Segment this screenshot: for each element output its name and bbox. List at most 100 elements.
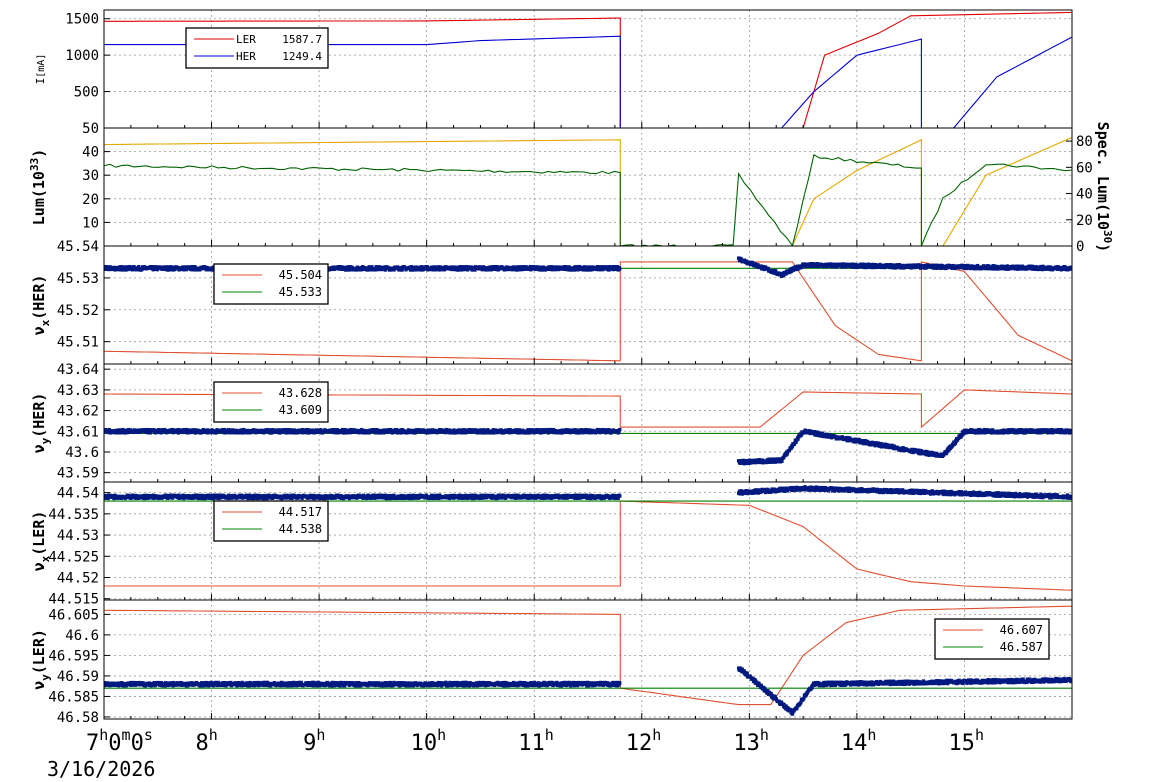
measured-point [184, 431, 188, 435]
measured-point [574, 265, 579, 269]
measured-point [578, 431, 582, 435]
measured-point [756, 263, 760, 267]
measured-point [803, 428, 807, 432]
y-axis-label: Lum(1033) [28, 149, 48, 225]
measured-point [744, 259, 749, 263]
y-tick-label: 1500 [65, 12, 99, 28]
y-tick-label: 20 [82, 192, 99, 208]
measured-point [974, 431, 978, 435]
measured-point [780, 459, 784, 463]
measured-point [1039, 264, 1043, 269]
measured-point [142, 496, 146, 501]
measured-point [210, 266, 214, 270]
measured-point [809, 262, 813, 266]
legend-value: 43.628 [279, 386, 322, 400]
measured-point [222, 427, 226, 432]
plot-area [104, 136, 1072, 246]
measured-point [242, 427, 246, 432]
measured-point [306, 428, 310, 432]
measured-point [191, 496, 195, 500]
measured-point [338, 267, 342, 271]
measured-point [473, 268, 477, 272]
measured-point [1058, 431, 1063, 435]
measured-point [113, 493, 117, 497]
measured-point [438, 268, 442, 272]
measured-point [489, 268, 493, 272]
legend-value: 43.609 [279, 403, 322, 417]
measured-point [269, 494, 274, 498]
measured-point [857, 438, 861, 442]
measured-point [563, 267, 567, 271]
measured-point [289, 428, 293, 432]
measured-point [879, 445, 883, 449]
measured-point [271, 496, 275, 500]
panel-frame [103, 127, 1073, 247]
measured-point [901, 446, 905, 450]
measured-point [539, 431, 543, 435]
measured-point [399, 266, 403, 270]
measured-point [851, 262, 855, 266]
measured-point [615, 265, 619, 269]
measured-point [605, 265, 609, 269]
measured-point [278, 431, 282, 435]
measured-point [226, 428, 231, 432]
measured-point [611, 268, 615, 272]
y-tick-label: 30 [82, 168, 99, 184]
measured-point [410, 265, 414, 269]
measured-point [461, 431, 466, 435]
measured-point [317, 494, 321, 498]
legend-label: HER [236, 50, 256, 63]
y2-tick-label: 40 [1076, 187, 1093, 203]
measured-point [432, 268, 436, 272]
y-tick-label: 43.61 [57, 424, 99, 440]
measured-point [182, 497, 186, 501]
measured-point [392, 268, 396, 272]
measured-point [573, 268, 577, 272]
measured-point [861, 438, 866, 443]
series-line-0 [104, 261, 1072, 362]
measured-point [481, 431, 485, 435]
measured-point [206, 493, 210, 497]
measured-point [492, 431, 496, 435]
measured-point [534, 430, 538, 434]
measured-point [453, 429, 457, 433]
measured-point [1016, 267, 1020, 271]
measured-point [499, 428, 503, 432]
measured-point [800, 264, 804, 268]
measured-point [108, 265, 112, 269]
measured-point [953, 441, 957, 446]
y-tick-label: 50 [82, 121, 99, 137]
measured-point [537, 268, 541, 272]
measured-point [255, 496, 260, 501]
measured-point [964, 266, 969, 271]
measured-point [238, 431, 242, 435]
measured-point [300, 496, 304, 501]
measured-point [894, 266, 898, 270]
measured-point [1005, 264, 1010, 268]
measured-point [226, 493, 231, 497]
measured-point [406, 428, 411, 432]
measured-point [346, 268, 351, 272]
measured-point [934, 263, 938, 267]
measured-point [366, 429, 370, 433]
measured-point [269, 431, 274, 435]
measured-point [394, 428, 399, 432]
measured-point [155, 268, 159, 272]
measured-point [923, 449, 927, 454]
measured-point [311, 493, 315, 497]
measured-point [564, 265, 568, 269]
measured-point [125, 265, 129, 269]
measured-point [217, 495, 222, 500]
measured-point [214, 431, 218, 435]
y-tick-label: 10 [82, 215, 99, 231]
measured-point [193, 496, 197, 500]
measured-point [252, 496, 256, 500]
measured-points [104, 427, 1072, 466]
y2-tick-label: 60 [1076, 160, 1093, 176]
measured-point [118, 431, 123, 435]
measured-point [584, 268, 588, 272]
y2-tick-label: 80 [1076, 134, 1093, 150]
